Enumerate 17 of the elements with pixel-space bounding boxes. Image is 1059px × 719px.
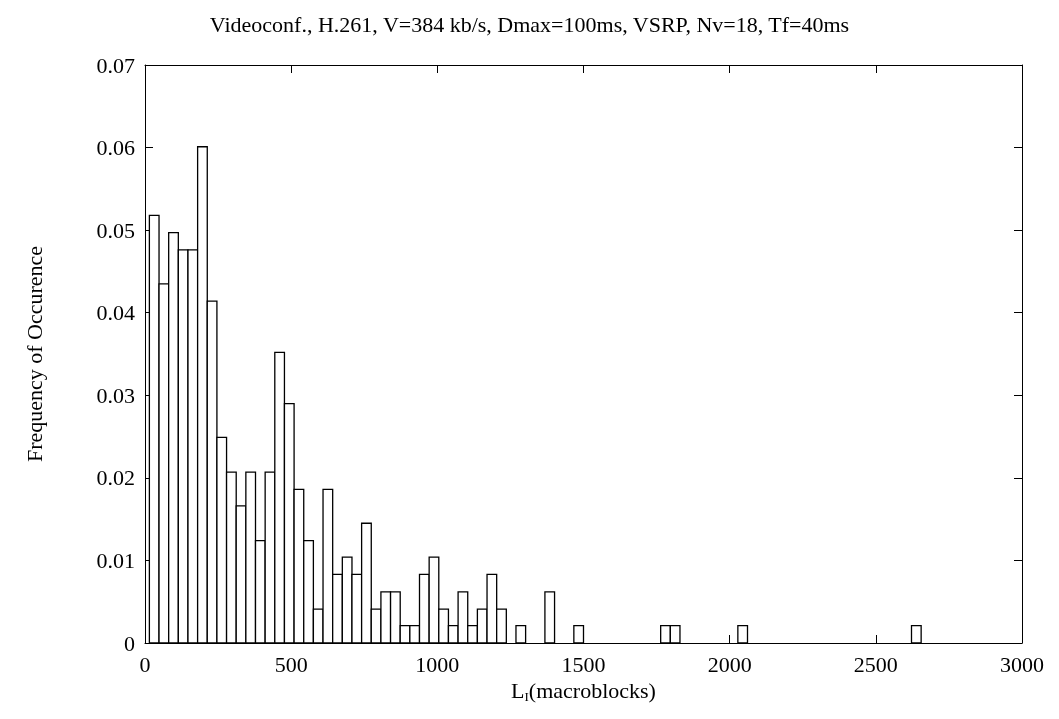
y-tick-label: 0.07 xyxy=(96,52,135,78)
x-tick-label: 3000 xyxy=(1000,651,1044,677)
x-tick-label: 1000 xyxy=(415,651,460,677)
x-tick-label: 2000 xyxy=(707,651,752,677)
x-tick-label: 0 xyxy=(139,651,151,677)
y-tick-label: 0.04 xyxy=(96,300,135,326)
x-tick-label: 500 xyxy=(274,651,308,677)
x-tick-label: 1500 xyxy=(561,651,606,677)
y-tick-label: 0.02 xyxy=(96,465,135,491)
y-tick-label: 0 xyxy=(124,630,135,656)
chart-title: Videoconf., H.261, V=384 kb/s, Dmax=100ms, VSRP, Nv=18, Tf=40ms xyxy=(209,11,850,37)
y-tick-label: 0.03 xyxy=(96,382,135,408)
y-tick-label: 0.06 xyxy=(96,135,135,161)
y-tick-label: 0.05 xyxy=(96,217,135,243)
y-axis-title: Frequency of Occurence xyxy=(21,245,47,463)
x-tick-label: 2500 xyxy=(853,651,898,677)
y-tick-label: 0.01 xyxy=(96,547,135,573)
